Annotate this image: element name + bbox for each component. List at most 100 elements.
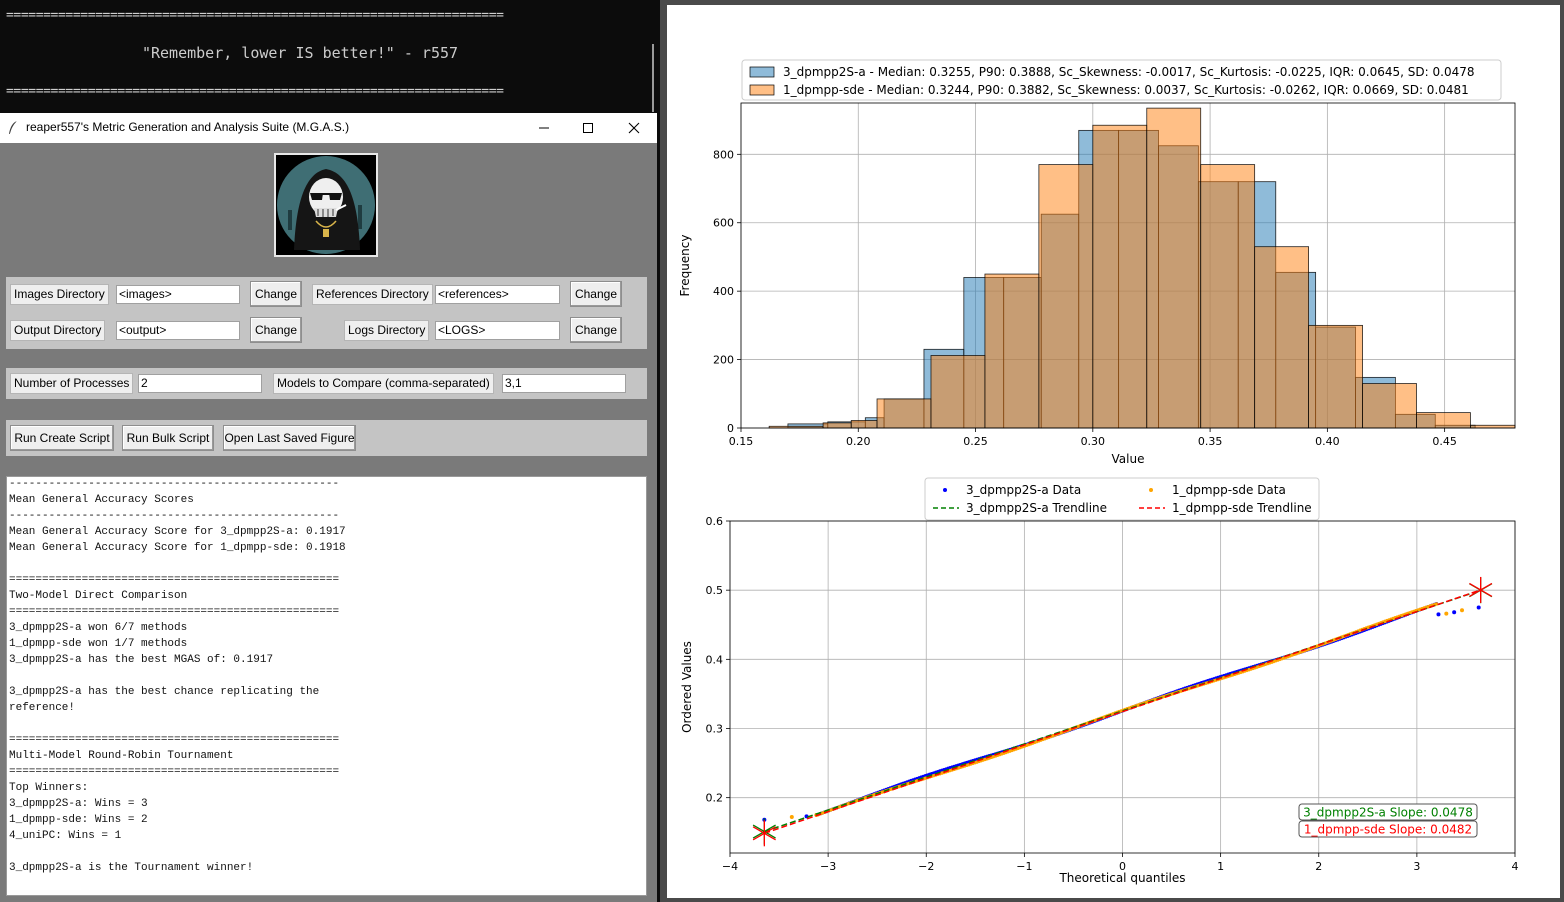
qq-slope-annotation-box: [1298, 803, 1478, 821]
processes-field[interactable]: 2: [138, 374, 262, 393]
maximize-icon: [583, 123, 593, 133]
references-directory-label: References Directory: [312, 284, 433, 305]
qq-legend-box: [924, 477, 1320, 521]
output-line: ----------------------------------------…: [9, 510, 340, 522]
qq-xtick-label: 2: [1315, 860, 1322, 873]
qq-xtick-label: −3: [820, 860, 836, 873]
output-line: Mean General Accuracy Score for 1_dpmpp-…: [9, 542, 346, 554]
output-line: 3_dpmpp2S-a has the best MGAS of: 0.1917: [9, 654, 274, 666]
qq-legend-marker: [943, 488, 947, 492]
maximize-button[interactable]: [565, 113, 611, 143]
qq-start-marker-red-stroke: [752, 826, 776, 841]
output-directory-field[interactable]: <output>: [116, 321, 240, 340]
qq-outlier-point: [1444, 611, 1449, 616]
hist-xtick-label: 0.15: [729, 435, 754, 448]
output-line: ========================================…: [9, 766, 340, 778]
qq-end-marker-red: [1469, 576, 1493, 603]
qq-xlabel: Theoretical quantiles: [1058, 871, 1185, 885]
hist-ytick-label: 400: [713, 285, 734, 298]
output-line: 3_dpmpp2S-a won 6/7 methods: [9, 622, 188, 634]
output-line: ----------------------------------------…: [9, 478, 340, 490]
hist-ytick-label: 600: [713, 217, 734, 230]
hist-legend-label: 3_dpmpp2S-a - Median: 0.3255, P90: 0.388…: [783, 65, 1474, 79]
hist-bar-series-b: [1146, 107, 1202, 429]
hist-ytick-label: 0: [727, 422, 734, 435]
logs-change-button[interactable]: Change: [570, 317, 622, 343]
hist-bar-series-b: [1416, 412, 1471, 429]
qq-legend-label: 1_dpmpp-sde Data: [1172, 483, 1286, 497]
terminal-rule-top: ========================================…: [6, 8, 504, 23]
terminal-scrollbar[interactable]: [652, 44, 654, 112]
qq-xtick-label: 1: [1217, 860, 1224, 873]
qq-slope-annotation-box: [1298, 820, 1478, 838]
qq-outlier-point: [1436, 612, 1441, 617]
output-console[interactable]: ----------------------------------------…: [6, 476, 647, 896]
references-directory-field[interactable]: <references>: [435, 285, 560, 304]
minimize-button[interactable]: [521, 113, 567, 143]
models-field[interactable]: 3,1: [502, 374, 626, 393]
processes-label: Number of Processes: [10, 373, 134, 394]
hist-xlabel: Value: [1112, 452, 1145, 466]
hist-legend-label: 1_dpmpp-sde - Median: 0.3244, P90: 0.388…: [783, 83, 1469, 97]
images-change-button[interactable]: Change: [250, 281, 302, 307]
qq-outlier-point: [789, 815, 794, 820]
hist-xtick-label: 0.25: [963, 435, 988, 448]
hist-legend-swatch: [749, 66, 775, 78]
output-text: ----------------------------------------…: [7, 477, 646, 876]
hist-bar-series-b: [1362, 383, 1417, 429]
figure-canvas: 0.15 0.20 0.25 0.30 0.35 0.40 0.45 0 200 400 600 80…: [667, 5, 1560, 898]
hist-legend-swatch: [749, 84, 775, 96]
qq-trendline-series-b: [764, 589, 1481, 835]
window-titlebar[interactable]: reaper557's Metric Generation and Analys…: [0, 113, 657, 143]
actions-panel: Run Create Script Run Bulk Script Open L…: [6, 420, 647, 456]
run-create-script-button[interactable]: Run Create Script: [10, 425, 114, 451]
feather-icon: [9, 120, 18, 135]
output-line: 3_dpmpp2S-a has the best chance replicat…: [9, 686, 320, 698]
references-change-button[interactable]: Change: [570, 281, 622, 307]
images-directory-field[interactable]: <images>: [116, 285, 240, 304]
open-last-figure-button[interactable]: Open Last Saved Figure: [223, 425, 356, 451]
hist-ytick-label: 800: [713, 148, 734, 161]
qq-outlier-point: [1460, 608, 1465, 613]
logs-directory-label: Logs Directory: [344, 320, 430, 341]
run-bulk-script-button[interactable]: Run Bulk Script: [122, 425, 214, 451]
output-line: [9, 556, 646, 572]
close-button[interactable]: [611, 113, 657, 143]
output-line: 3_dpmpp2S-a is the Tournament winner!: [9, 862, 254, 874]
logs-directory-field[interactable]: <LOGS>: [435, 321, 560, 340]
qq-start-marker-red: [752, 820, 776, 847]
output-line: [9, 844, 646, 860]
hist-xtick-label: 0.20: [846, 435, 871, 448]
hist-axes-frame: [740, 102, 1516, 429]
hist-bar-series-b: [984, 273, 1040, 429]
qq-xtick-label: −4: [722, 860, 738, 873]
output-line: Two-Model Direct Comparison: [9, 590, 188, 602]
qq-outlier-point: [1476, 605, 1481, 610]
hist-xtick-label: 0.35: [1198, 435, 1223, 448]
output-line: [9, 668, 646, 684]
qq-slope-annotation: 3_dpmpp2S-a Slope: 0.0478: [1303, 806, 1473, 820]
output-line: ========================================…: [9, 574, 340, 586]
hist-bar-series-b: [1470, 424, 1516, 429]
models-label: Models to Compare (comma-separated): [273, 373, 494, 394]
hist-bar-series-b: [822, 422, 852, 429]
qq-point-series-b: [1434, 602, 1439, 606]
output-directory-label: Output Directory: [10, 320, 106, 341]
output-change-button[interactable]: Change: [250, 317, 302, 343]
output-line: Mean General Accuracy Score for 3_dpmpp2…: [9, 526, 346, 538]
directories-panel: Images Directory <images> Change Referen…: [6, 277, 647, 349]
qq-xtick-label: −2: [918, 860, 934, 873]
qq-end-marker-red-stroke: [1469, 582, 1493, 598]
hist-bar-series-b: [1254, 246, 1309, 429]
qq-outlier-point: [1452, 610, 1457, 615]
qq-ytick-label: 0.2: [706, 792, 724, 805]
hist-bar-series-b: [930, 355, 986, 429]
qq-xtick-label: 3: [1413, 860, 1420, 873]
hist-legend-box: [741, 59, 1502, 101]
qq-legend-label: 1_dpmpp-sde Trendline: [1172, 501, 1312, 515]
output-line: Multi-Model Round-Robin Tournament: [9, 750, 234, 762]
qq-legend-label: 3_dpmpp2S-a Trendline: [966, 501, 1107, 515]
output-line: 3_dpmpp2S-a: Wins = 3: [9, 798, 148, 810]
output-line: Mean General Accuracy Scores: [9, 494, 194, 506]
output-line: 1_dpmpp-sde won 1/7 methods: [9, 638, 188, 650]
